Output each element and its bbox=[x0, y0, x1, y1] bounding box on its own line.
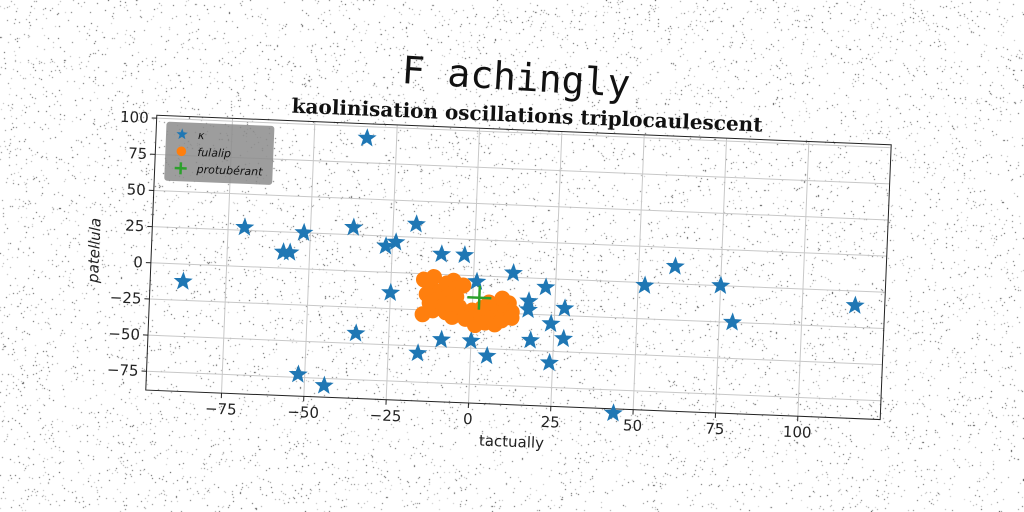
circle-point bbox=[457, 310, 474, 327]
y-gridline bbox=[147, 334, 883, 366]
ticks: −75 −50 −25 0 25 50 75 100 −75 −50 −25 0 25 50 75 100 bbox=[107, 108, 812, 442]
circle-point bbox=[421, 294, 438, 311]
star-point bbox=[288, 364, 308, 383]
star-point bbox=[665, 256, 685, 275]
star-point bbox=[521, 330, 541, 349]
y-axis-label: patellula bbox=[84, 218, 105, 285]
y-gridline bbox=[155, 153, 890, 185]
star-point bbox=[635, 275, 655, 294]
x-tick-label: −25 bbox=[369, 406, 401, 425]
y-tick-label: 25 bbox=[125, 217, 145, 236]
circle-point bbox=[503, 309, 520, 326]
star-point bbox=[173, 271, 193, 290]
legend-label: protubérant bbox=[195, 163, 263, 179]
star-point bbox=[280, 242, 300, 261]
star-point bbox=[503, 263, 523, 282]
star-point bbox=[467, 271, 487, 290]
star-point bbox=[555, 298, 575, 317]
star-point bbox=[603, 403, 623, 422]
star-point bbox=[376, 236, 396, 255]
x-gridline bbox=[632, 134, 645, 410]
x-tick-label: 25 bbox=[540, 413, 560, 432]
y-tick-label: −25 bbox=[109, 288, 141, 307]
x-gridline bbox=[797, 141, 810, 417]
x-tick-label: 0 bbox=[463, 410, 473, 428]
circle-point bbox=[494, 290, 511, 307]
star-point bbox=[357, 128, 377, 147]
x-tick-label: 50 bbox=[623, 416, 643, 435]
legend-label: κ bbox=[198, 129, 206, 142]
y-tick-label: 75 bbox=[128, 144, 148, 163]
x-tick-label: −75 bbox=[205, 399, 237, 418]
series-1 bbox=[414, 269, 520, 334]
legend-marker bbox=[176, 146, 187, 157]
series-2 bbox=[467, 285, 492, 310]
y-tick-label: 0 bbox=[133, 253, 143, 271]
star-point bbox=[455, 245, 475, 264]
star-point bbox=[344, 217, 364, 236]
x-gridline bbox=[715, 138, 728, 413]
plot-frame bbox=[145, 114, 892, 421]
legend: κ fulalip protubérant bbox=[164, 121, 275, 185]
y-gridline bbox=[152, 226, 887, 257]
circle-point bbox=[425, 269, 442, 286]
star-point bbox=[381, 282, 401, 302]
legend-marker bbox=[176, 128, 188, 140]
star-point bbox=[431, 329, 451, 348]
star-point bbox=[386, 232, 406, 251]
star-point bbox=[711, 275, 731, 294]
data-marks bbox=[173, 128, 865, 422]
y-tick-label: −50 bbox=[108, 325, 140, 344]
x-gridline bbox=[385, 124, 398, 400]
legend-label: fulalip bbox=[197, 146, 231, 160]
plus-point bbox=[467, 285, 492, 310]
x-gridline bbox=[468, 128, 481, 404]
star-point bbox=[406, 214, 426, 233]
x-tick-label: −50 bbox=[287, 403, 319, 422]
star-point bbox=[477, 345, 497, 365]
figure-suptitle: F achingly bbox=[401, 48, 632, 106]
x-tick-label: 100 bbox=[783, 423, 812, 442]
star-point bbox=[518, 299, 538, 319]
x-tick-label: 75 bbox=[705, 420, 725, 439]
star-point bbox=[346, 323, 366, 342]
y-tick-label: −75 bbox=[107, 361, 139, 380]
star-point bbox=[536, 277, 556, 296]
star-point bbox=[554, 328, 574, 348]
star-point bbox=[461, 330, 481, 350]
x-gridline bbox=[303, 121, 316, 397]
star-point bbox=[235, 217, 255, 236]
star-point bbox=[314, 375, 334, 394]
star-point bbox=[845, 295, 865, 314]
star-point bbox=[541, 313, 561, 333]
axes: kaolinisation oscillations triplocaulesc… bbox=[84, 94, 892, 452]
legend-box bbox=[164, 121, 275, 185]
y-tick-label: 100 bbox=[120, 108, 149, 127]
y-gridline bbox=[150, 262, 886, 293]
y-gridline bbox=[153, 189, 889, 221]
star-point bbox=[539, 352, 559, 372]
y-gridline bbox=[146, 370, 881, 402]
star-point bbox=[408, 343, 428, 362]
series-0 bbox=[173, 128, 865, 422]
y-tick-label: 50 bbox=[126, 180, 146, 199]
y-gridline bbox=[156, 117, 892, 149]
x-axis-label: tactually bbox=[479, 431, 545, 452]
star-point bbox=[294, 222, 314, 242]
legend-marker bbox=[174, 162, 187, 175]
star-point bbox=[722, 312, 742, 331]
star-point bbox=[432, 244, 452, 263]
